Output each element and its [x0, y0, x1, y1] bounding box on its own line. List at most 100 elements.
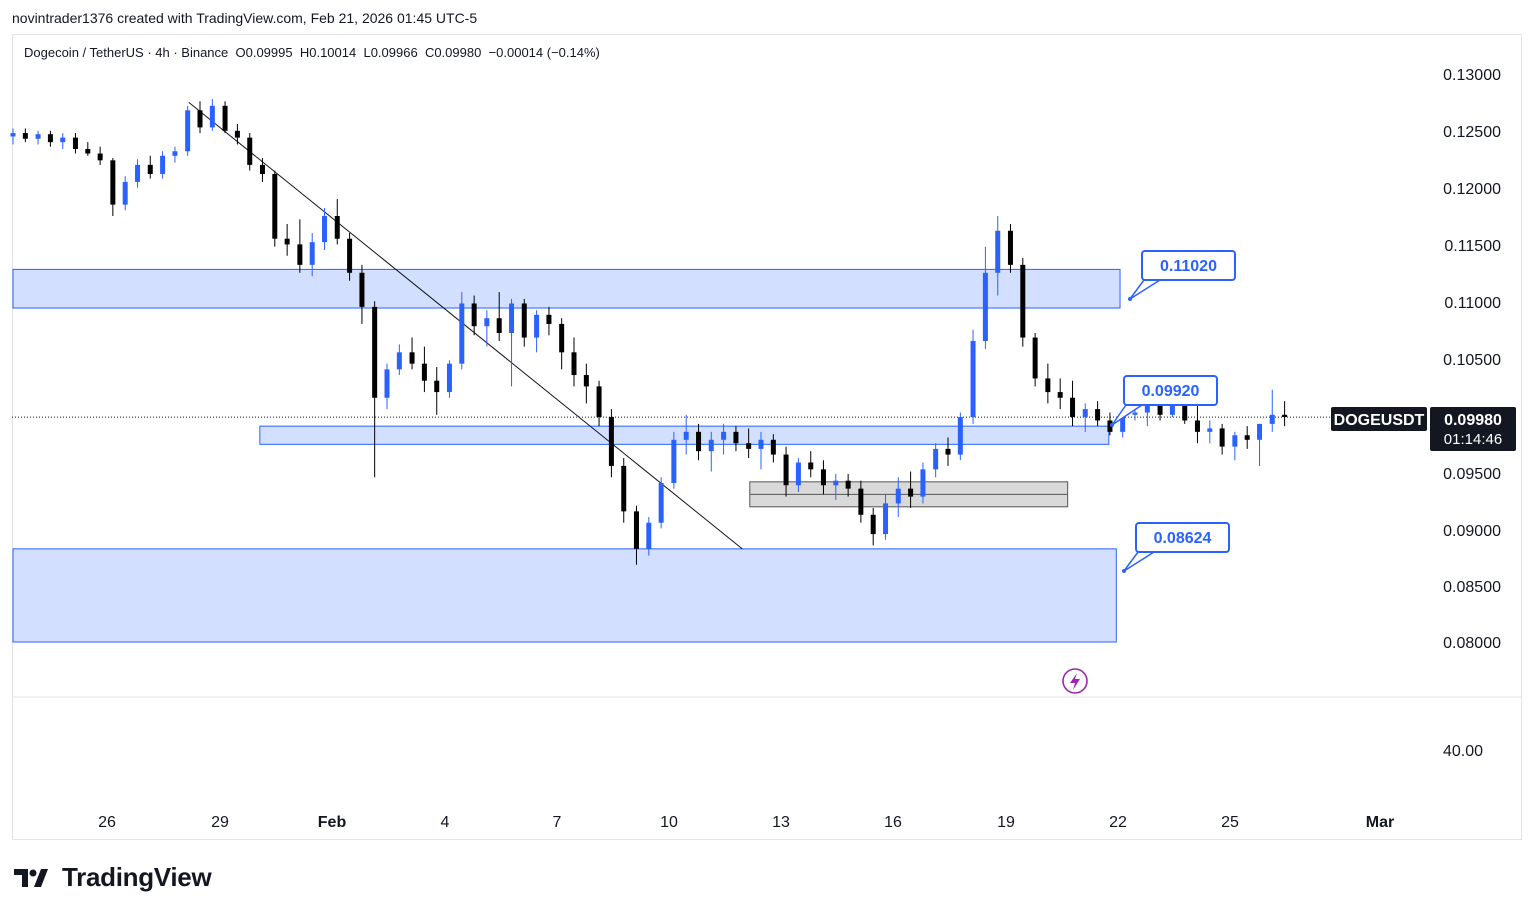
candle[interactable]	[47, 130, 53, 147]
candle[interactable]	[272, 170, 278, 247]
candle[interactable]	[633, 505, 639, 565]
trend-line[interactable]	[188, 102, 743, 550]
candle[interactable]	[1057, 378, 1063, 410]
candle[interactable]	[920, 462, 926, 504]
candle[interactable]	[284, 223, 290, 256]
candle[interactable]	[459, 292, 465, 370]
tradingview-logo[interactable]: TradingView	[14, 862, 212, 893]
candle[interactable]	[446, 360, 452, 398]
candle[interactable]	[172, 146, 178, 163]
candle[interactable]	[1070, 380, 1076, 427]
price-callout-3[interactable]: 0.08624	[1122, 522, 1230, 573]
candle[interactable]	[895, 477, 901, 518]
candle[interactable]	[1107, 412, 1113, 436]
candle[interactable]	[110, 158, 116, 216]
candle[interactable]	[322, 208, 328, 251]
candle[interactable]	[770, 434, 776, 463]
candle[interactable]	[733, 426, 739, 452]
candle[interactable]	[746, 428, 752, 458]
candle[interactable]	[758, 431, 764, 470]
candle[interactable]	[883, 494, 889, 540]
candle[interactable]	[85, 142, 91, 156]
candle[interactable]	[1095, 401, 1101, 427]
candle[interactable]	[571, 337, 577, 387]
candle[interactable]	[160, 151, 166, 179]
candle[interactable]	[1007, 223, 1013, 273]
candle[interactable]	[297, 219, 303, 273]
candle[interactable]	[521, 298, 527, 347]
candle[interactable]	[820, 460, 826, 495]
lightning-icon[interactable]	[1062, 668, 1088, 694]
candle[interactable]	[509, 298, 515, 387]
candle[interactable]	[833, 473, 839, 500]
candle[interactable]	[721, 423, 727, 455]
candle[interactable]	[870, 507, 876, 546]
candle[interactable]	[908, 471, 914, 508]
candle[interactable]	[708, 431, 714, 472]
candle[interactable]	[1082, 403, 1088, 432]
candle[interactable]	[185, 105, 191, 156]
candle[interactable]	[60, 133, 66, 149]
candle[interactable]	[845, 473, 851, 497]
candle[interactable]	[671, 431, 677, 489]
candle[interactable]	[347, 233, 353, 281]
candle[interactable]	[1032, 333, 1038, 387]
candle[interactable]	[135, 159, 141, 188]
candle[interactable]	[583, 363, 589, 404]
candle[interactable]	[1244, 426, 1250, 449]
candle[interactable]	[608, 409, 614, 478]
candle[interactable]	[858, 480, 864, 523]
price-callout-1[interactable]: 0.11020	[1128, 250, 1236, 301]
candle[interactable]	[197, 101, 203, 134]
candle[interactable]	[122, 176, 128, 211]
candle[interactable]	[209, 98, 215, 131]
candle[interactable]	[1257, 423, 1263, 466]
candle[interactable]	[396, 344, 402, 376]
candle[interactable]	[783, 446, 789, 497]
candle[interactable]	[808, 451, 814, 478]
candle[interactable]	[1269, 389, 1275, 432]
candle[interactable]	[621, 457, 627, 523]
candle[interactable]	[1020, 258, 1026, 347]
candle[interactable]	[1219, 423, 1225, 455]
candle[interactable]	[933, 443, 939, 478]
candle[interactable]	[471, 295, 477, 336]
candle[interactable]	[359, 264, 365, 324]
candle[interactable]	[409, 337, 415, 370]
candle[interactable]	[1207, 420, 1213, 444]
candle[interactable]	[995, 216, 1001, 296]
candle[interactable]	[957, 412, 963, 461]
candle[interactable]	[259, 158, 265, 182]
candle[interactable]	[496, 292, 502, 341]
candle[interactable]	[683, 414, 689, 455]
candle[interactable]	[546, 306, 552, 336]
price-callout-2[interactable]: 0.09920	[1110, 375, 1218, 427]
candle[interactable]	[247, 133, 253, 171]
candle[interactable]	[334, 198, 340, 245]
candle[interactable]	[646, 517, 652, 556]
candle[interactable]	[234, 123, 240, 145]
candle[interactable]	[1194, 405, 1200, 444]
candle[interactable]	[696, 423, 702, 461]
candle[interactable]	[596, 380, 602, 427]
candle[interactable]	[222, 101, 228, 134]
candle[interactable]	[982, 246, 988, 349]
candle[interactable]	[1282, 401, 1288, 427]
candle[interactable]	[372, 301, 378, 478]
candle[interactable]	[97, 146, 103, 165]
candle[interactable]	[658, 477, 664, 529]
candle[interactable]	[1045, 363, 1051, 404]
candle[interactable]	[35, 130, 41, 145]
candle[interactable]	[434, 367, 440, 415]
candle[interactable]	[421, 346, 427, 393]
candle[interactable]	[795, 457, 801, 493]
candle[interactable]	[1232, 431, 1238, 461]
candle[interactable]	[22, 128, 28, 143]
candle[interactable]	[559, 318, 565, 370]
candle[interactable]	[309, 233, 315, 277]
supply-demand-zone-3[interactable]	[12, 548, 1117, 643]
candle[interactable]	[384, 363, 390, 410]
candle[interactable]	[484, 310, 490, 347]
supply-demand-zone-1[interactable]	[12, 268, 1121, 309]
